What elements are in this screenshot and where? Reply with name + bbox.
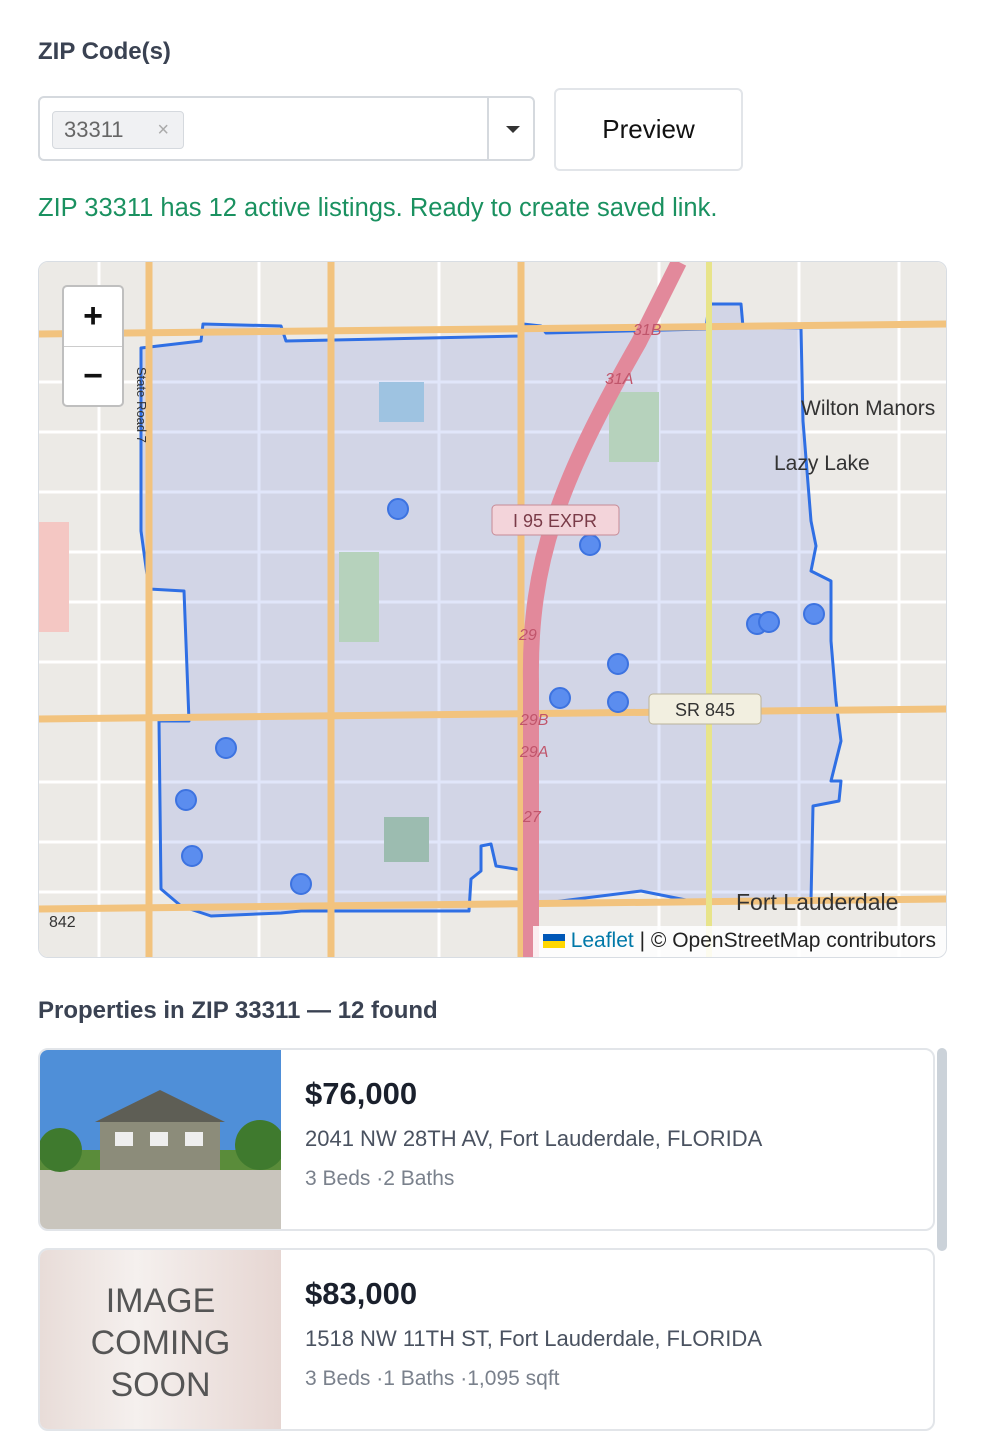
listing-marker[interactable] — [215, 737, 237, 759]
map-label: SR 845 — [675, 700, 735, 720]
placeholder-line: COMING — [90, 1324, 231, 1362]
listing-markers — [175, 498, 825, 895]
listing-marker[interactable] — [607, 653, 629, 675]
map-label: 29A — [519, 744, 548, 761]
listing-address: 2041 NW 28TH AV, Fort Lauderdale, FLORID… — [305, 1126, 763, 1151]
zoom-in[interactable]: + — [64, 287, 122, 347]
placeholder-line: SOON — [110, 1366, 211, 1404]
listing-price: $83,000 — [305, 1276, 418, 1311]
attribution-text: | © OpenStreetMap contributors — [639, 929, 936, 952]
listing-marker[interactable] — [579, 534, 601, 556]
map-label: 31B — [633, 322, 662, 339]
listing-marker[interactable] — [549, 687, 571, 709]
divider — [487, 98, 489, 159]
listing-photo — [40, 1050, 281, 1229]
attribution: Leaflet | © OpenStreetMap contributors — [532, 926, 946, 957]
listing-marker[interactable] — [803, 603, 825, 625]
tag-text: 33311 — [64, 117, 124, 142]
map-label: Wilton Manors — [801, 397, 935, 420]
listing-address: 1518 NW 11TH ST, Fort Lauderdale, FLORID… — [305, 1326, 762, 1351]
zip-select[interactable]: 33311 × — [38, 96, 535, 161]
map-label: I 95 EXPR — [513, 511, 597, 531]
leaflet-link[interactable]: Leaflet — [570, 929, 634, 952]
results-heading: Properties in ZIP 33311 — 12 found — [38, 997, 438, 1024]
map-label: State Road 7 — [134, 367, 149, 443]
status-message: ZIP 33311 has 12 active listings. Ready … — [38, 194, 718, 222]
map-label: 29B — [519, 712, 549, 729]
zip-tag: 33311 × — [52, 111, 184, 149]
placeholder-text: IMAGE COMING SOON — [40, 1280, 281, 1406]
field-label: ZIP Code(s) — [38, 38, 171, 65]
listing-details: 3 Beds ·2 Baths — [305, 1167, 455, 1190]
preview-button[interactable]: Preview — [554, 88, 743, 171]
map[interactable]: Wilton Manors Lazy Lake I 95 EXPR SR 845… — [38, 261, 947, 958]
listing-photo-placeholder: IMAGE COMING SOON — [40, 1250, 281, 1429]
map-label: 842 — [49, 914, 76, 931]
zoom-control: + − — [62, 285, 124, 407]
listing-marker[interactable] — [175, 789, 197, 811]
listing-marker[interactable] — [181, 845, 203, 867]
listing-marker[interactable] — [607, 691, 629, 713]
map-label: 27 — [522, 809, 542, 826]
map-label: Fort Lauderdale — [736, 889, 898, 915]
dropdown-arrow[interactable] — [506, 126, 520, 133]
listing-card[interactable]: IMAGE COMING SOON $83,000 1518 NW 11TH S… — [38, 1248, 935, 1431]
zoom-out[interactable]: − — [83, 357, 103, 395]
map-label: 31A — [605, 371, 633, 388]
map-label: 29 — [518, 627, 537, 644]
scrollbar[interactable] — [937, 1048, 947, 1251]
map-tiles: Wilton Manors Lazy Lake I 95 EXPR SR 845… — [39, 262, 946, 957]
listing-marker[interactable] — [290, 873, 312, 895]
flag-icon — [542, 934, 565, 948]
placeholder-line: IMAGE — [105, 1282, 216, 1320]
listing-card[interactable]: $76,000 2041 NW 28TH AV, Fort Lauderdale… — [38, 1048, 935, 1231]
listing-details: 3 Beds ·1 Baths ·1,095 sqft — [305, 1367, 560, 1390]
tag-remove[interactable]: × — [157, 119, 169, 141]
listing-marker[interactable] — [387, 498, 409, 520]
map-label: Lazy Lake — [774, 452, 870, 475]
listing-marker[interactable] — [758, 611, 780, 633]
listing-price: $76,000 — [305, 1076, 418, 1111]
